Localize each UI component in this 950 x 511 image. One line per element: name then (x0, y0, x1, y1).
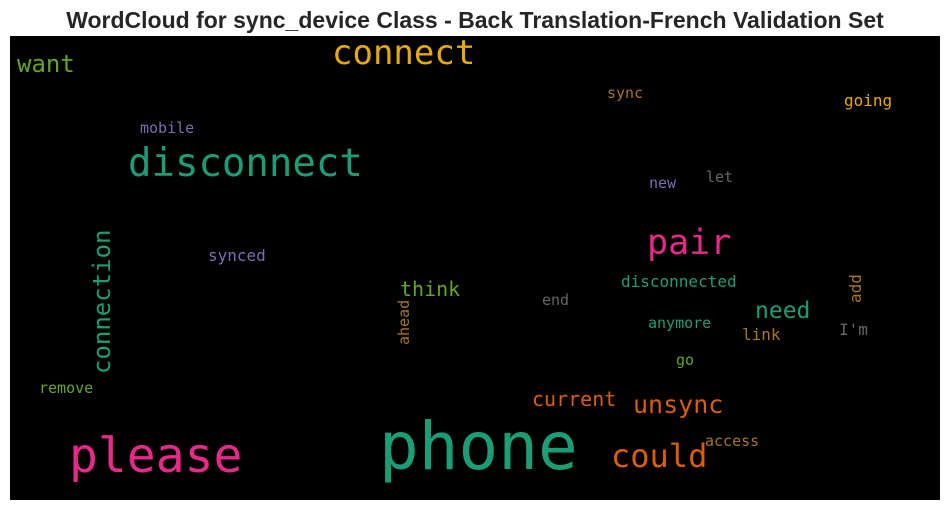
word-link: link (742, 325, 781, 344)
word-unsync: unsync (633, 390, 724, 419)
word-remove: remove (39, 379, 94, 397)
word-add: add (846, 274, 865, 303)
word-need: need (755, 298, 811, 324)
word-anymore: anymore (648, 314, 712, 332)
word-synced: synced (208, 246, 266, 265)
word-pair: pair (647, 223, 732, 263)
word-mobile: mobile (140, 119, 195, 137)
word-i-m: I'm (839, 320, 868, 339)
word-think: think (400, 277, 461, 301)
word-want: want (17, 50, 75, 78)
word-access: access (705, 432, 760, 450)
word-connection: connection (88, 229, 116, 375)
word-could: could (611, 437, 708, 475)
word-disconnected: disconnected (621, 272, 737, 291)
word-let: let (706, 168, 734, 186)
word-sync: sync (607, 84, 644, 102)
word-phone: phone (379, 408, 578, 485)
word-cloud: connect want sync going mobile disconnect new l… (10, 36, 940, 500)
word-disconnect: disconnect (128, 141, 363, 186)
word-going: going (844, 91, 893, 110)
word-current: current (532, 387, 617, 411)
word-ahead: ahead (395, 299, 413, 345)
word-please: please (69, 428, 243, 484)
word-new: new (649, 174, 677, 192)
word-go: go (676, 351, 695, 369)
word-end: end (542, 291, 570, 309)
word-connect: connect (332, 36, 476, 73)
chart-title: WordCloud for sync_device Class - Back T… (66, 7, 884, 33)
